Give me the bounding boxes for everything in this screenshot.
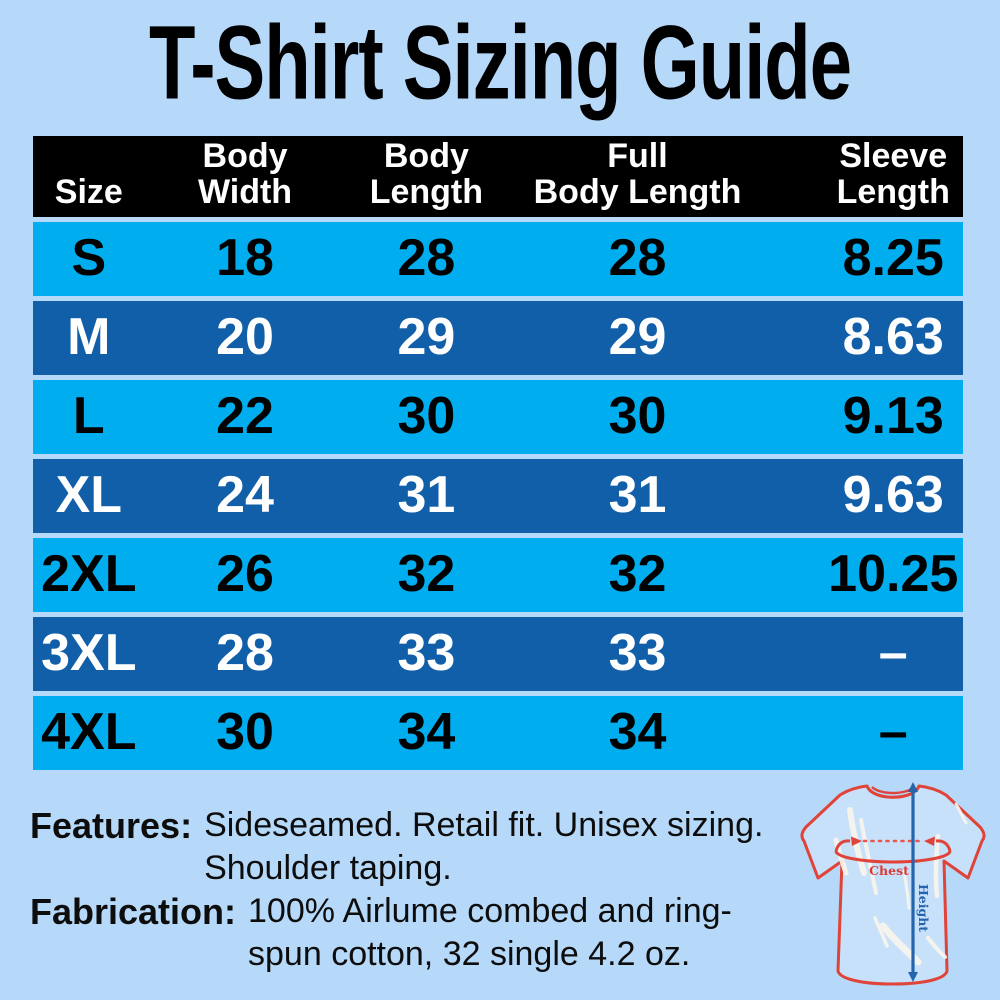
header-line: Length xyxy=(369,173,484,211)
cell-sleeve-length: 10.25 xyxy=(828,544,959,603)
cell-sleeve-length: 9.63 xyxy=(842,465,944,524)
cell-body-length: 34 xyxy=(397,702,456,761)
table-row: S 18 28 28 8.25 xyxy=(33,222,963,296)
cell-size: 2XL xyxy=(41,544,137,603)
cell-body-length: 31 xyxy=(397,465,456,524)
header-body-width: Body Width xyxy=(198,138,292,210)
features-label: Features: xyxy=(30,805,193,846)
cell-sleeve-length: – xyxy=(878,623,908,682)
cell-full-body-length: 34 xyxy=(608,702,667,761)
cell-size: 4XL xyxy=(41,702,137,761)
tshirt-outline xyxy=(800,784,986,986)
table-row: M 20 29 29 8.63 xyxy=(33,301,963,375)
header-line: Body xyxy=(383,137,469,175)
table-row: L 22 30 30 9.13 xyxy=(33,380,963,454)
tshirt-diagram-svg: Chest Height xyxy=(800,782,986,986)
fabrication-text: 100% Airlume combed and ring- spun cotto… xyxy=(248,890,732,976)
table-row: 2XL 26 32 32 10.25 xyxy=(33,538,963,612)
table-row: 4XL 30 34 34 – xyxy=(33,696,963,770)
cell-body-length: 32 xyxy=(397,544,456,603)
cell-body-width: 20 xyxy=(216,307,274,366)
cell-size: 3XL xyxy=(41,623,137,682)
features-text: Sideseamed. Retail fit. Unisex sizing. S… xyxy=(204,804,763,890)
page-title: T-Shirt Sizing Guide xyxy=(149,4,852,122)
header-line: Sleeve xyxy=(839,137,948,175)
table-row: XL 24 31 31 9.63 xyxy=(33,459,963,533)
cell-body-length: 30 xyxy=(397,386,456,445)
header-full-body-length: Full Body Length xyxy=(534,138,742,210)
cell-full-body-length: 29 xyxy=(608,307,667,366)
chest-measure-icon: Chest xyxy=(834,836,952,878)
fabrication-note: Fabrication: 100% Airlume combed and rin… xyxy=(30,890,732,976)
cell-sleeve-length: 8.25 xyxy=(842,228,944,287)
header-size: Size xyxy=(55,174,123,210)
header-line: Width xyxy=(197,173,293,211)
chest-label: Chest xyxy=(869,863,909,878)
cell-size: L xyxy=(72,386,105,445)
header-line: Body xyxy=(202,137,288,175)
height-measure-icon: Height xyxy=(908,782,931,982)
height-label: Height xyxy=(916,884,931,932)
fabrication-text-line: spun cotton, 32 single 4.2 oz. xyxy=(248,935,691,973)
table-header-row: Size Body Width Body Length Full Body Le… xyxy=(33,136,963,217)
header-line: Length xyxy=(836,173,950,211)
cell-sleeve-length: – xyxy=(878,702,908,761)
cell-body-width: 28 xyxy=(216,623,274,682)
cell-size: M xyxy=(67,307,111,366)
cell-full-body-length: 32 xyxy=(608,544,667,603)
table-row: 3XL 28 33 33 – xyxy=(33,617,963,691)
cell-full-body-length: 28 xyxy=(608,228,667,287)
features-text-line: Sideseamed. Retail fit. Unisex sizing. xyxy=(204,806,764,844)
cell-full-body-length: 31 xyxy=(608,465,667,524)
cell-size: XL xyxy=(55,465,123,524)
cell-sleeve-length: 9.13 xyxy=(842,386,944,445)
cell-body-width: 22 xyxy=(216,386,274,445)
cell-full-body-length: 30 xyxy=(608,386,667,445)
collar-line xyxy=(871,786,915,795)
fabrication-label: Fabrication: xyxy=(30,891,237,932)
cell-body-width: 26 xyxy=(216,544,274,603)
features-text-line: Shoulder taping. xyxy=(204,849,452,887)
cell-body-length: 29 xyxy=(397,307,456,366)
sizing-table: Size Body Width Body Length Full Body Le… xyxy=(33,136,963,770)
header-line: Full xyxy=(607,137,668,175)
header-sleeve-length: Sleeve Length xyxy=(837,138,950,210)
features-note: Features: Sideseamed. Retail fit. Unisex… xyxy=(30,804,763,890)
cell-sleeve-length: 8.63 xyxy=(842,307,944,366)
cell-body-length: 28 xyxy=(397,228,456,287)
cell-full-body-length: 33 xyxy=(608,623,667,682)
tshirt-measurement-diagram: Chest Height xyxy=(788,778,1000,1000)
cell-body-width: 18 xyxy=(216,228,274,287)
cell-body-width: 24 xyxy=(216,465,274,524)
header-line: Body Length xyxy=(533,173,742,211)
header-line: Size xyxy=(54,173,123,211)
fabrication-text-line: 100% Airlume combed and ring- xyxy=(248,892,732,930)
cell-size: S xyxy=(71,228,107,287)
cell-body-width: 30 xyxy=(216,702,274,761)
header-body-length: Body Length xyxy=(370,138,483,210)
cell-body-length: 33 xyxy=(397,623,456,682)
